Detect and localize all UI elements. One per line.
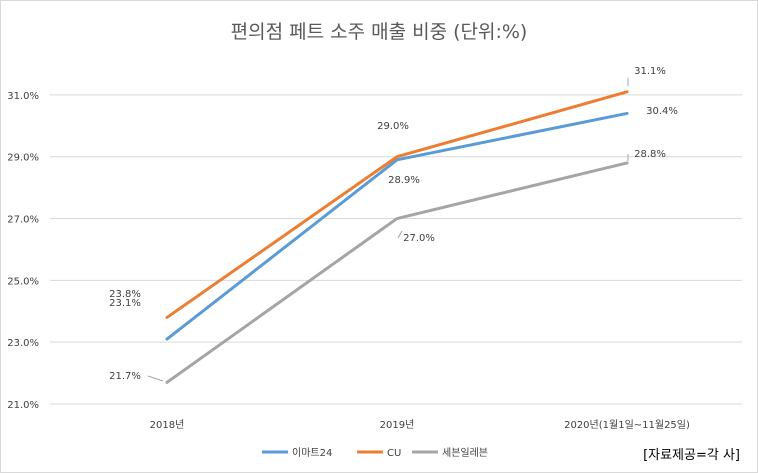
legend: 이마트24 CU 세븐일레븐 <box>262 447 488 459</box>
data-label: 23.8% <box>109 289 141 300</box>
x-tick-label: 2020년(1월1일~11월25일) <box>564 419 690 431</box>
data-label: 30.4% <box>646 106 678 117</box>
data-label: 21.7% <box>109 371 141 382</box>
x-tick-label: 2018년 <box>150 419 185 431</box>
data-label: 28.9% <box>388 175 420 186</box>
series-lines <box>165 90 629 384</box>
data-label: 29.0% <box>377 121 409 132</box>
y-tick-label: 25.0% <box>7 276 39 287</box>
data-label: 23.1% <box>109 298 141 309</box>
y-tick-label: 29.0% <box>7 153 39 164</box>
legend-label: CU <box>387 448 401 459</box>
axes: 21.0% 23.0% 25.0% 27.0% 29.0% 31.0% 2018년 2019년… <box>7 91 690 431</box>
x-tick-label: 2019년 <box>380 419 415 431</box>
series-line-2 <box>165 161 629 384</box>
legend-label: 이마트24 <box>292 447 332 459</box>
y-tick-label: 21.0% <box>7 400 39 411</box>
label-leader-line <box>397 230 403 239</box>
series-line-0 <box>165 111 629 341</box>
data-label: 28.8% <box>634 149 666 160</box>
data-label: 31.1% <box>634 66 666 77</box>
data-labels: 23.1% 28.9% 30.4% 23.8% 29.0% 31.1% 21.7% 27.0%… <box>109 66 678 382</box>
y-tick-label: 23.0% <box>7 338 39 349</box>
source-note: [자료제공=각 사] <box>643 448 740 463</box>
legend-label: 세븐일레븐 <box>442 447 488 459</box>
y-tick-label: 31.0% <box>7 91 39 102</box>
label-leader-line <box>147 375 164 382</box>
chart-title: 편의점 페트 소주 매출 비중 (단위:%) <box>231 21 528 43</box>
y-tick-label: 27.0% <box>7 215 39 226</box>
series-line-1 <box>165 90 629 319</box>
data-label: 27.0% <box>403 233 435 244</box>
